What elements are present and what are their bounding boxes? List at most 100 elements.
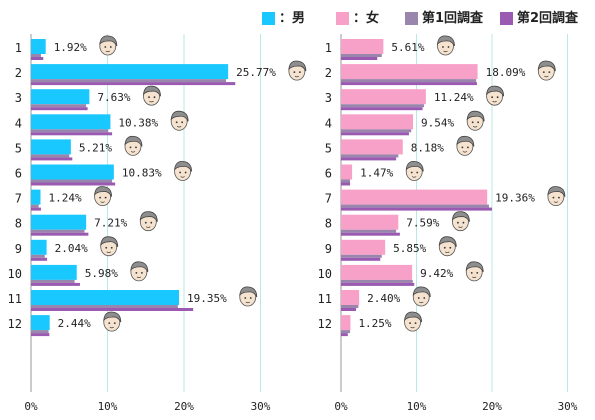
male-bar <box>31 139 71 155</box>
avatar-icon <box>170 110 189 131</box>
female-bar-survey-2 <box>341 333 348 337</box>
avatar-icon <box>142 85 161 106</box>
male-bar-survey-2 <box>31 207 41 211</box>
female-bar-survey-2 <box>341 57 378 60</box>
legend-label: ：男 <box>279 11 306 26</box>
male-tick-label: 0% <box>24 400 38 413</box>
female-value-label: 7.59% <box>406 217 439 230</box>
female-bar-survey-1 <box>341 279 413 283</box>
female-category-label: 2 <box>325 66 332 80</box>
female-bar <box>341 264 413 280</box>
male-value-label: 10.38% <box>118 116 158 129</box>
avatar-icon <box>239 286 258 307</box>
male-bar <box>31 114 111 130</box>
female-bar-survey-1 <box>341 229 397 233</box>
male-value-label: 19.35% <box>187 292 227 305</box>
female-value-label: 11.24% <box>434 91 474 104</box>
male-bar <box>31 290 180 305</box>
male-bar <box>31 264 77 280</box>
avatar-icon <box>405 161 424 181</box>
male-bar <box>31 189 41 205</box>
male-bar-survey-1 <box>31 179 113 183</box>
male-bar-survey-1 <box>31 204 39 208</box>
male-tick-label: 30% <box>251 400 271 413</box>
female-bar <box>341 214 399 230</box>
female-category-label: 1 <box>325 41 332 55</box>
female-value-label: 1.47% <box>360 167 393 180</box>
male-bar <box>31 64 229 80</box>
avatar-icon <box>456 135 475 156</box>
female-bar-survey-2 <box>341 107 423 111</box>
male-category-label: 4 <box>15 116 22 130</box>
male-bar <box>31 214 87 230</box>
female-bar <box>341 64 478 80</box>
female-value-label: 9.42% <box>420 267 453 280</box>
avatar-icon <box>99 35 118 56</box>
male-bar-survey-2 <box>31 107 88 111</box>
avatar-icon <box>436 35 455 56</box>
male-bar-survey-1 <box>31 104 87 108</box>
male-bar <box>31 89 90 105</box>
avatar-icon <box>94 186 113 207</box>
female-category-label: 8 <box>325 217 332 231</box>
female-bar <box>341 39 384 54</box>
avatar-icon <box>451 211 470 232</box>
avatar-icon <box>174 161 192 181</box>
avatar-icon <box>412 286 431 307</box>
male-category-label: 12 <box>8 317 22 331</box>
female-bar <box>341 164 353 180</box>
male-bar-survey-1 <box>31 129 109 133</box>
legend-swatch <box>500 12 513 25</box>
avatar-icon <box>288 60 307 81</box>
female-category-label: 11 <box>318 292 332 306</box>
male-category-label: 3 <box>15 91 22 105</box>
female-bar-survey-1 <box>341 330 351 334</box>
female-bar-survey-1 <box>341 129 412 133</box>
avatar-icon <box>547 186 566 207</box>
legend-swatch <box>262 12 275 25</box>
male-category-label: 2 <box>15 66 22 80</box>
female-value-label: 18.09% <box>486 66 526 79</box>
male-bar-survey-2 <box>31 333 50 337</box>
avatar-icon <box>139 211 158 232</box>
female-tick-label: 0% <box>334 400 348 413</box>
male-value-label: 5.21% <box>79 141 112 154</box>
male-value-label: 5.98% <box>85 267 118 280</box>
legend: ：男 ：女 第1回調査 第2回調査 <box>0 0 595 34</box>
male-bar-survey-1 <box>31 330 49 334</box>
female-bar-survey-2 <box>341 257 381 261</box>
legend-label: ：女 <box>353 11 380 26</box>
male-bar-survey-2 <box>31 232 89 236</box>
male-tick-label: 20% <box>174 400 194 413</box>
male-bar <box>31 164 114 180</box>
female-tick-label: 10% <box>407 400 427 413</box>
male-bar-survey-2 <box>31 82 236 86</box>
male-category-label: 1 <box>15 41 22 55</box>
male-value-label: 10.83% <box>122 167 162 180</box>
male-value-label: 2.44% <box>58 317 91 330</box>
female-value-label: 5.61% <box>391 41 424 54</box>
female-bar-survey-2 <box>341 182 351 186</box>
avatar-icon <box>103 311 122 332</box>
male-category-label: 11 <box>8 292 22 306</box>
male-bar <box>31 315 50 331</box>
female-value-label: 9.54% <box>421 116 454 129</box>
female-bar <box>341 89 426 105</box>
male-category-label: 5 <box>15 141 22 155</box>
avatar-icon <box>100 236 119 257</box>
avatar-icon <box>404 311 422 332</box>
female-value-label: 2.40% <box>367 292 400 305</box>
male-bar <box>31 39 46 54</box>
female-category-label: 5 <box>325 141 332 155</box>
legend-label: 第1回調査 <box>422 11 484 26</box>
male-category-label: 7 <box>15 192 22 206</box>
female-bar <box>341 114 414 130</box>
male-bar-survey-1 <box>31 154 70 158</box>
male-bar-survey-1 <box>31 305 178 308</box>
female-bar-survey-2 <box>341 157 397 161</box>
female-bar-survey-1 <box>341 54 382 57</box>
female-category-label: 10 <box>318 267 332 281</box>
male-bar-survey-2 <box>31 157 73 161</box>
female-bar <box>341 315 351 331</box>
female-bar <box>341 290 360 305</box>
